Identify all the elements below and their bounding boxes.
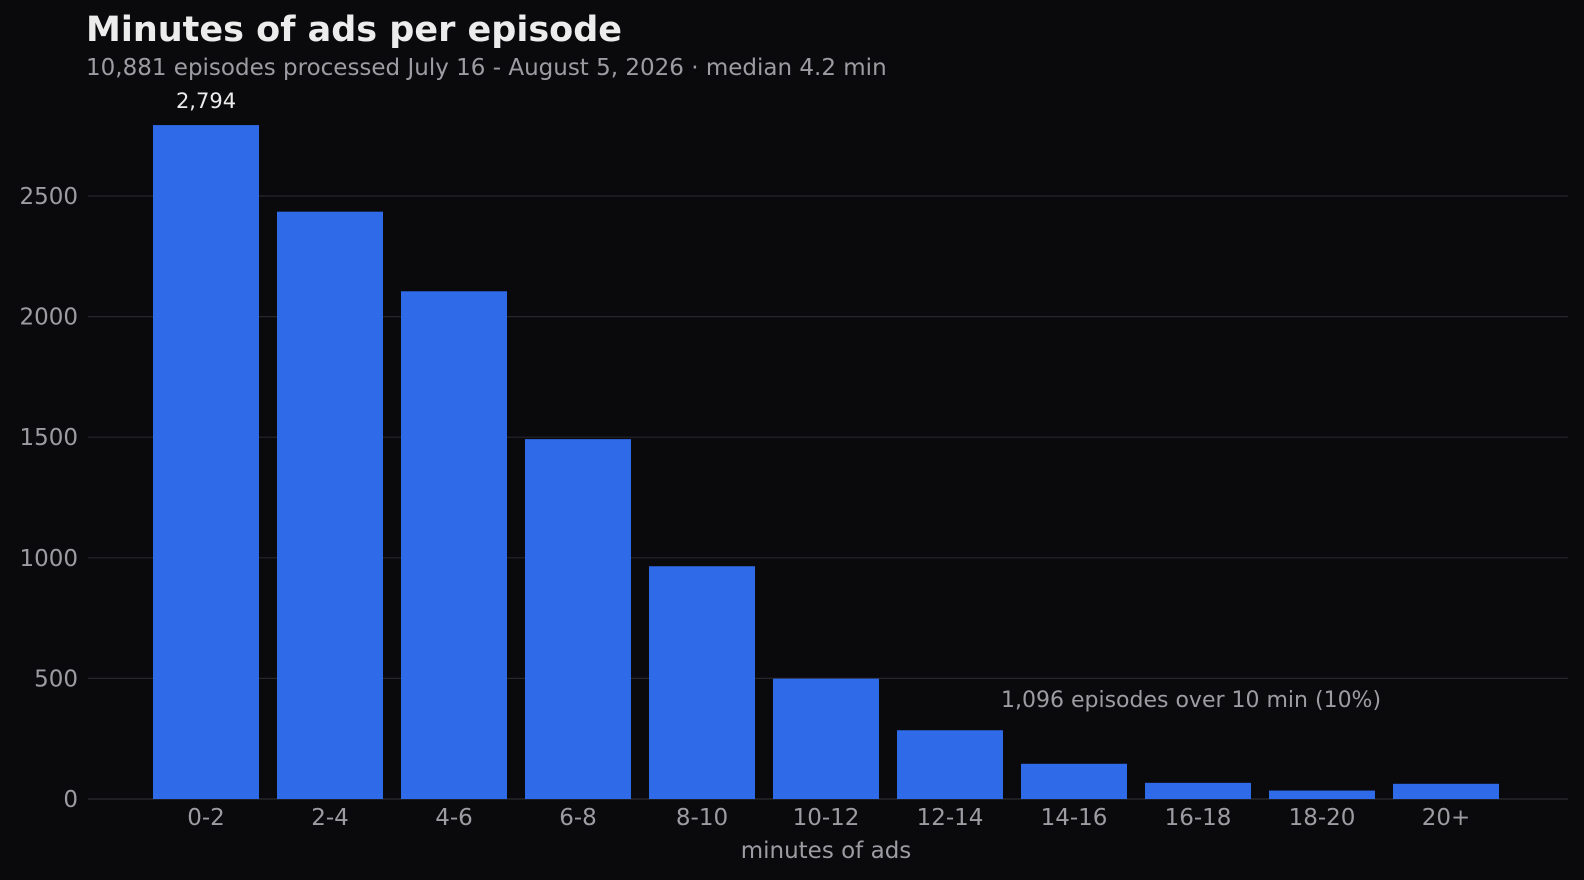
x-tick-label: 20+ xyxy=(1422,805,1471,831)
y-tick-label: 2500 xyxy=(19,184,78,210)
bar-14-16 xyxy=(1021,763,1127,799)
y-tick-label: 1000 xyxy=(19,546,78,572)
chart-subtitle: 10,881 episodes processed July 16 - Augu… xyxy=(86,55,887,81)
bar-4-6 xyxy=(401,291,507,799)
data-labels: 2,794 xyxy=(176,89,236,113)
annotation-over-10-min: 1,096 episodes over 10 min (10%) xyxy=(1001,688,1381,713)
x-tick-label: 16-18 xyxy=(1165,805,1232,831)
bar-10-12 xyxy=(773,678,879,799)
x-tick-label: 18-20 xyxy=(1289,805,1356,831)
x-axis-title: minutes of ads xyxy=(741,838,912,864)
x-tick-label: 12-14 xyxy=(917,805,984,831)
bar-0-2 xyxy=(153,125,259,799)
bar-12-14 xyxy=(897,730,1003,799)
x-tick-label: 2-4 xyxy=(311,805,349,831)
bars xyxy=(153,125,1499,800)
x-tick-label: 0-2 xyxy=(187,805,225,831)
x-tick-label: 4-6 xyxy=(435,805,473,831)
x-tick-label: 14-16 xyxy=(1041,805,1108,831)
bar-18-20 xyxy=(1269,790,1375,799)
bar-6-8 xyxy=(525,439,631,799)
x-tick-label: 8-10 xyxy=(676,805,728,831)
data-label-0-2: 2,794 xyxy=(176,89,236,113)
bar-8-10 xyxy=(649,566,755,799)
bar-16-18 xyxy=(1145,782,1251,799)
y-axis-ticks: 0 500 1000 1500 2000 2500 xyxy=(19,184,78,813)
x-tick-label: 10-12 xyxy=(793,805,860,831)
y-tick-label: 0 xyxy=(63,787,78,813)
y-tick-label: 2000 xyxy=(19,305,78,331)
x-tick-label: 6-8 xyxy=(559,805,597,831)
x-axis-ticks: 0-2 2-4 4-6 6-8 8-10 10-12 12-14 14-16 16-18 18-2… xyxy=(187,805,1470,831)
bar-2-4 xyxy=(277,211,383,800)
chart-title: Minutes of ads per episode xyxy=(86,10,622,50)
y-tick-label: 500 xyxy=(34,666,78,692)
bar-20+ xyxy=(1393,783,1499,799)
y-tick-label: 1500 xyxy=(19,425,78,451)
